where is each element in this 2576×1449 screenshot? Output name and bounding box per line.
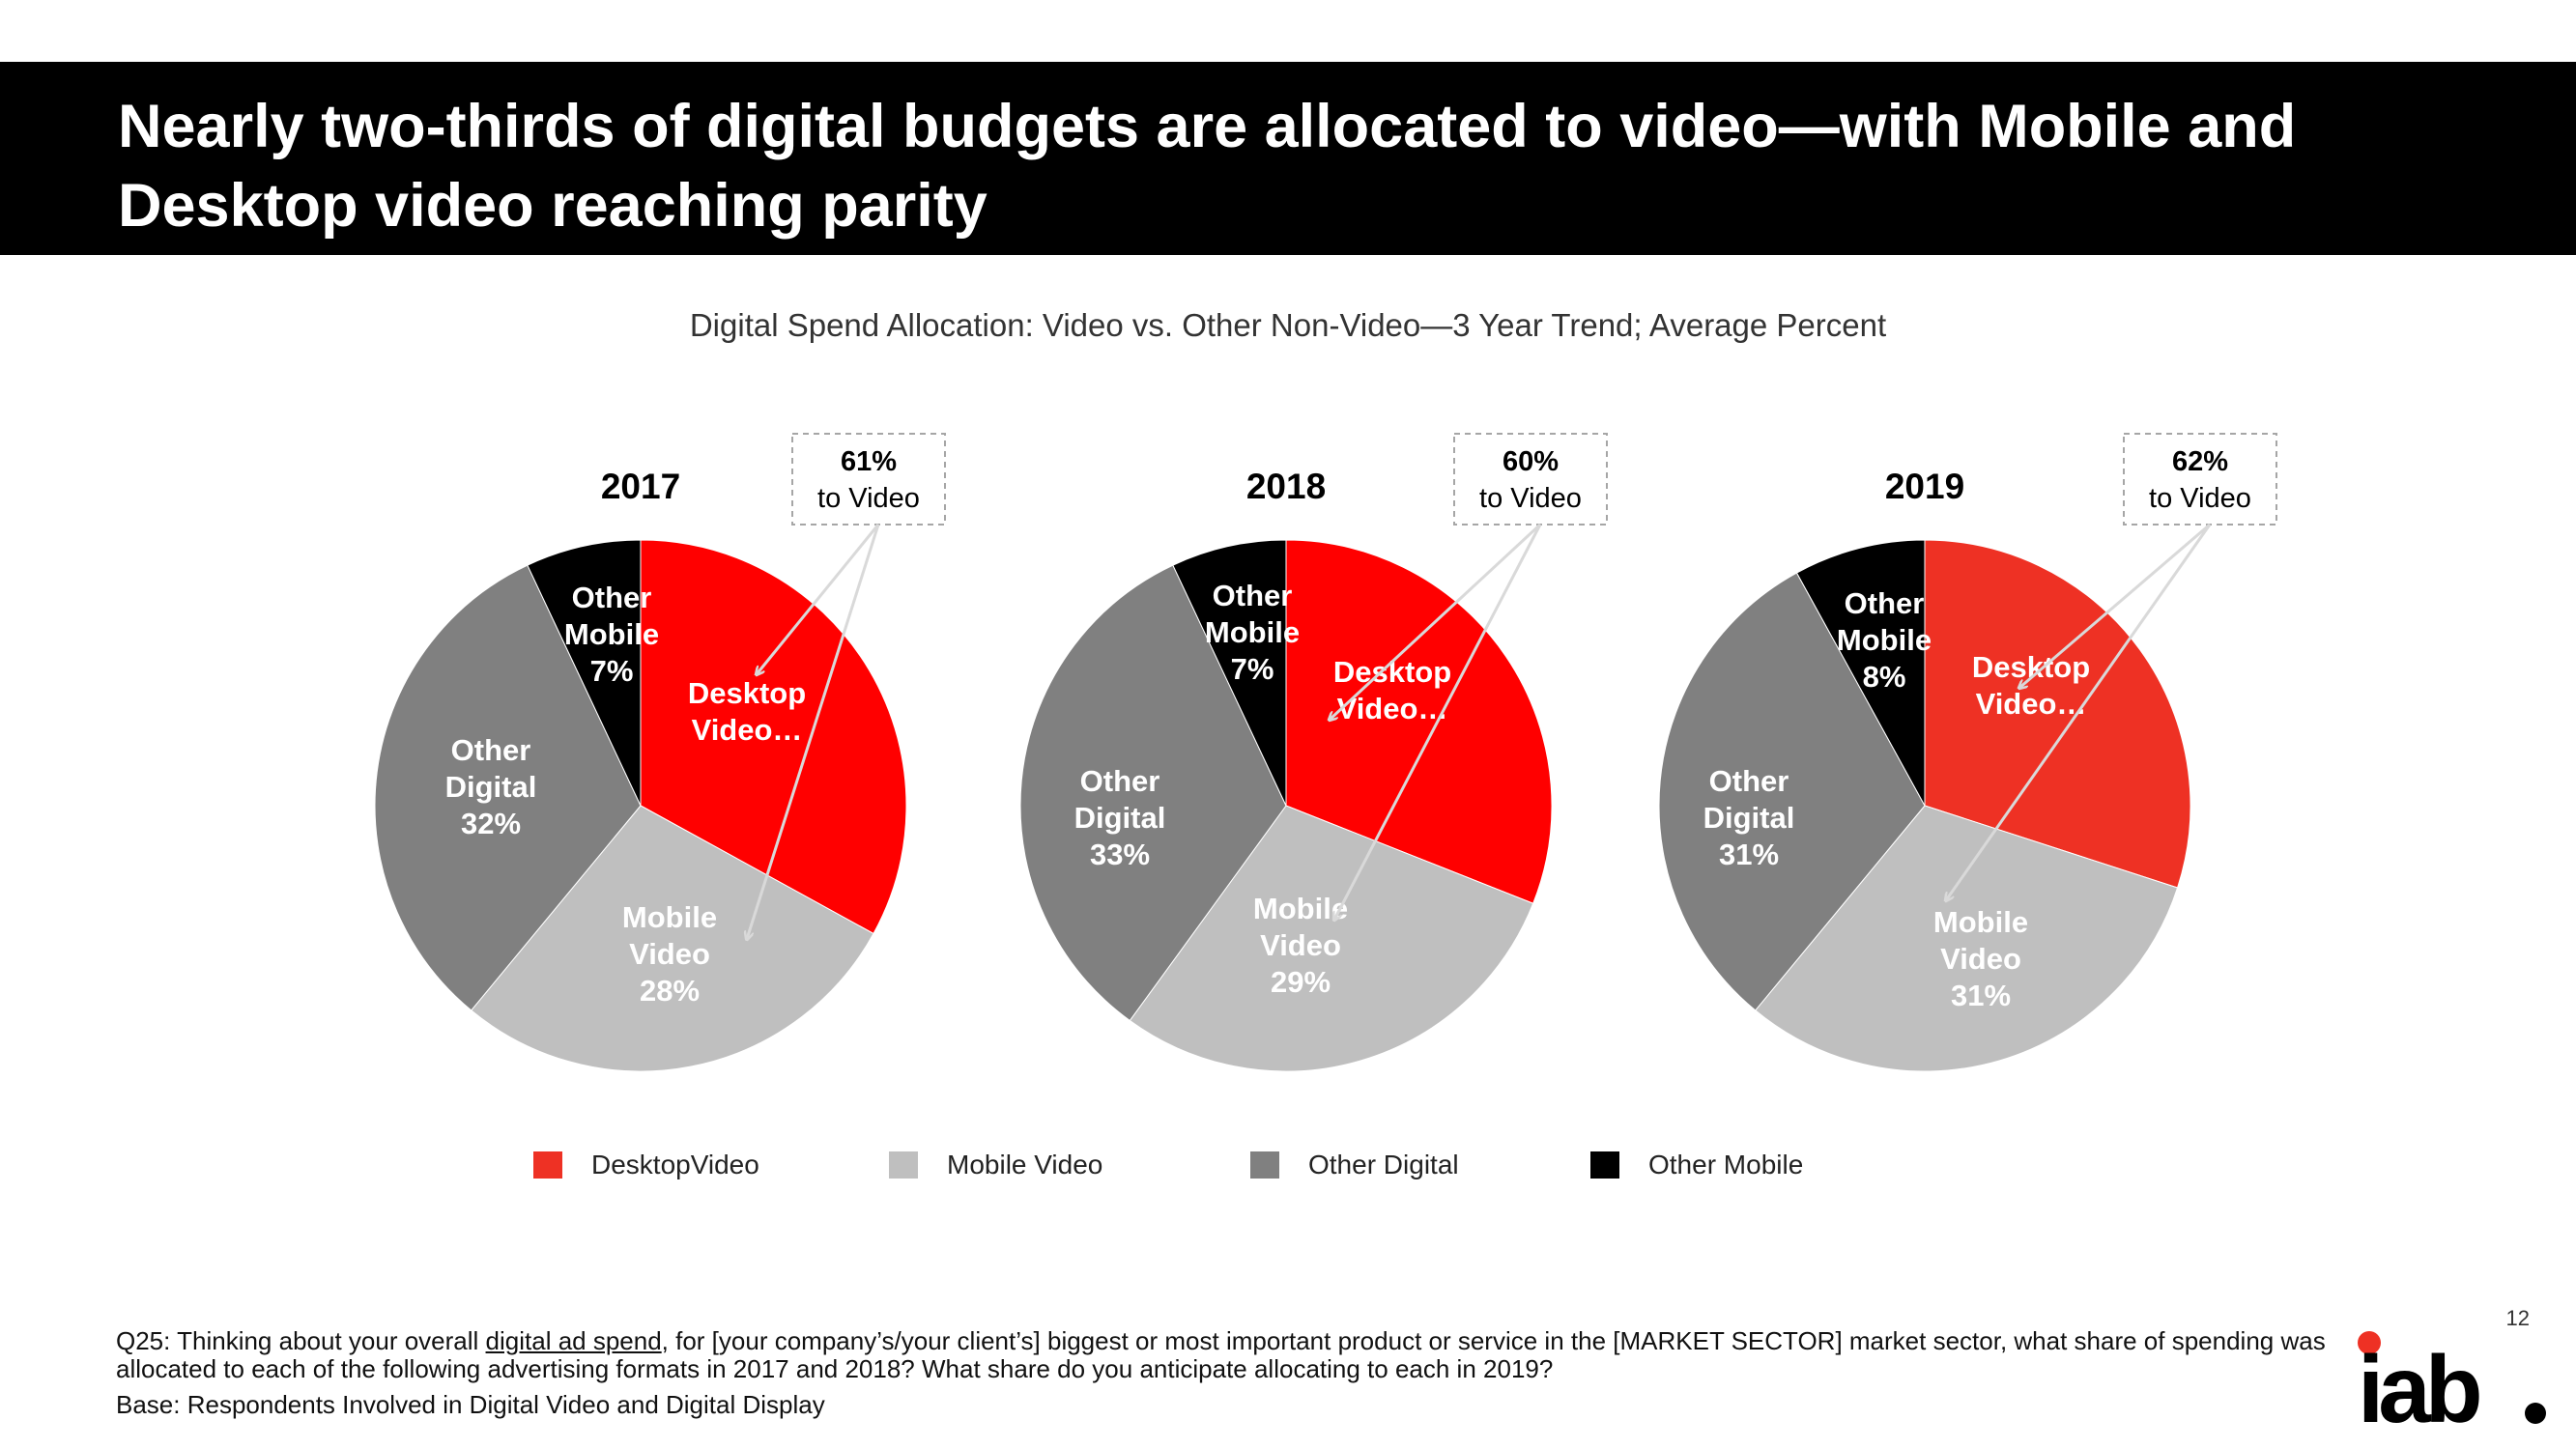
legend-label: Other Digital	[1308, 1150, 1459, 1179]
title-bar	[0, 62, 2576, 255]
slice-label: Mobile	[564, 617, 659, 651]
callout-arrow	[757, 524, 880, 674]
pie-slice-other-mobile	[1172, 539, 1287, 807]
chart-legend: DesktopVideo Mobile Video Other Digital …	[0, 1150, 2576, 1188]
footnote-question: Q25: Thinking about your overall digital…	[116, 1327, 2338, 1383]
slice-label: Other	[451, 733, 531, 767]
callout-value: 60%	[1503, 446, 1559, 477]
slice-label: Other	[1709, 764, 1789, 798]
iab-logo-text: iab	[2358, 1336, 2479, 1430]
slice-label: 8%	[1863, 660, 1906, 694]
callout-box	[791, 433, 946, 526]
footnote-question-prefix: Q25: Thinking about your overall	[116, 1326, 486, 1355]
slice-label: Other	[572, 581, 652, 614]
callout-label: to Video	[2149, 483, 2251, 514]
pie-slice-mobile-video	[1129, 805, 1534, 1072]
slice-label: Other	[1080, 764, 1160, 798]
footnote: Q25: Thinking about your overall digital…	[116, 1327, 2338, 1419]
iab-logo-period	[2525, 1403, 2546, 1424]
slice-label: Mobile	[1933, 905, 2028, 939]
chart-year-title: 2019	[1885, 467, 1964, 506]
legend-label: Other Mobile	[1648, 1150, 1804, 1179]
callout-value: 61%	[841, 446, 897, 477]
slice-label: 7%	[590, 654, 634, 688]
chart-subtitle: Digital Spend Allocation: Video vs. Othe…	[689, 307, 1887, 343]
legend-swatch-other-digital	[1250, 1151, 1279, 1179]
chart-year-title: 2017	[601, 467, 680, 506]
iab-logo-dot	[2358, 1331, 2381, 1354]
legend-swatch-mobile-video	[889, 1151, 918, 1179]
slice-label: 31%	[1951, 979, 2011, 1012]
slice-label: Digital	[1074, 801, 1166, 835]
legend-item-desktop-video: DesktopVideo	[533, 1150, 759, 1180]
callout-arrow	[747, 524, 880, 939]
callout-box	[2123, 433, 2277, 526]
slice-label: 29%	[1271, 965, 1331, 999]
pie-chart-2018: DesktopVideo…MobileVideo29%OtherDigital3…	[1019, 433, 1608, 1072]
footnote-base: Base: Respondents Involved in Digital Vi…	[116, 1390, 825, 1419]
pie-chart-2017: DesktopVideo…MobileVideo28%OtherDigital3…	[374, 433, 946, 1072]
callout-arrow	[1946, 524, 2212, 900]
legend-swatch-desktop-video	[533, 1151, 562, 1179]
slice-label: Digital	[1703, 801, 1795, 835]
slice-label: Video	[629, 937, 710, 971]
callout-value: 62%	[2172, 446, 2228, 477]
callout-arrow	[2019, 523, 2211, 688]
pie-slice-mobile-video	[1755, 805, 2179, 1072]
callout-arrow	[1330, 523, 1542, 720]
slice-label: Mobile	[622, 900, 717, 934]
legend-item-other-mobile: Other Mobile	[1590, 1150, 1803, 1180]
slice-label: Mobile	[1205, 615, 1300, 649]
footnote-question-underlined: digital ad spend	[485, 1326, 662, 1355]
pie-chart-2019: DesktopVideo…MobileVideo31%OtherDigital3…	[1658, 433, 2277, 1072]
callout-label: to Video	[817, 483, 920, 514]
pie-slice-desktop-video	[640, 539, 907, 935]
slice-label: Video	[1940, 942, 2021, 976]
slice-label: 32%	[461, 807, 521, 840]
footnote-question-suffix: , for [your company’s/your client’s] big…	[116, 1326, 2326, 1383]
slice-label: Mobile	[1837, 623, 1932, 657]
callout-label: to Video	[1479, 483, 1582, 514]
pie-slice-other-digital	[1658, 572, 1926, 1011]
iab-logo: iab	[2358, 1331, 2546, 1430]
pie-slice-mobile-video	[471, 805, 874, 1072]
page-title: Nearly two-thirds of digital budgets are…	[118, 93, 2297, 240]
legend-item-mobile-video: Mobile Video	[889, 1150, 1102, 1180]
pie-slice-other-mobile	[527, 539, 642, 807]
slice-label: Desktop	[688, 676, 806, 710]
page-number: 12	[2505, 1306, 2530, 1330]
slice-label: Mobile	[1253, 892, 1348, 925]
slice-label: Digital	[445, 770, 537, 804]
legend-label: DesktopVideo	[591, 1150, 759, 1179]
callout-arrow	[1334, 524, 1542, 920]
callout-box	[1453, 433, 1608, 526]
slice-label: Video…	[1976, 687, 2087, 721]
slice-label: 28%	[640, 974, 700, 1008]
slice-label: 7%	[1231, 652, 1274, 686]
pie-slice-other-mobile	[1795, 539, 1926, 807]
slice-label: Video	[1260, 928, 1341, 962]
slice-label: Other	[1845, 586, 1925, 620]
chart-year-title: 2018	[1246, 467, 1326, 506]
pie-slice-other-digital	[1019, 564, 1287, 1022]
legend-label: Mobile Video	[947, 1150, 1103, 1179]
slice-label: Other	[1213, 579, 1293, 612]
pie-slice-other-digital	[374, 564, 642, 1011]
slice-label: Video…	[692, 713, 803, 747]
legend-item-other-digital: Other Digital	[1250, 1150, 1459, 1180]
legend-swatch-other-mobile	[1590, 1151, 1619, 1179]
slice-label: 33%	[1090, 838, 1150, 871]
slice-label: 31%	[1719, 838, 1779, 871]
pie-slice-desktop-video	[1924, 539, 2191, 889]
